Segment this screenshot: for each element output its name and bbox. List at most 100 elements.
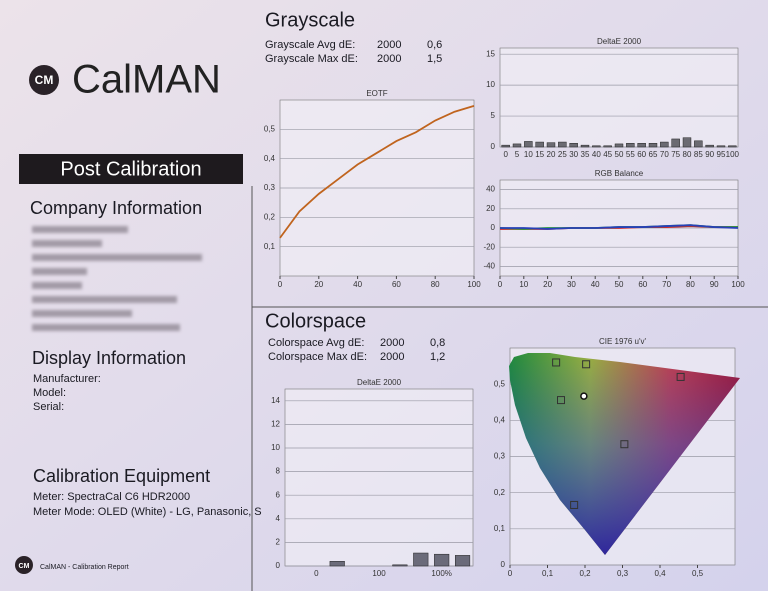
y-tick-label: 0,3 [264, 183, 276, 192]
equipment-line: Meter Mode: OLED (White) - LG, Panasonic… [33, 506, 262, 518]
table-cell: Grayscale Max dE: [265, 53, 358, 65]
x-tick-label: 0,3 [617, 569, 629, 578]
x-tick-label: 20 [314, 280, 323, 289]
x-tick-label: 100 [726, 150, 740, 159]
x-tick-label: 80 [431, 280, 440, 289]
x-tick-label: 0 [503, 150, 508, 159]
table-cell: Grayscale Avg dE: [265, 39, 355, 51]
heading: Calibration Equipment [33, 466, 210, 486]
section-title: Grayscale [265, 9, 355, 31]
measured-point [580, 392, 588, 400]
logo-badge [29, 65, 59, 95]
x-tick-label: 0 [498, 280, 503, 289]
x-tick-label: 70 [662, 280, 671, 289]
x-tick-label: 15 [535, 150, 544, 159]
y-tick-label: 15 [486, 49, 495, 58]
x-tick-label: 90 [710, 280, 719, 289]
bar [569, 143, 578, 148]
x-tick-label: 85 [694, 150, 703, 159]
bar [626, 143, 635, 148]
y-tick-label: -20 [483, 242, 495, 251]
bar [454, 555, 471, 567]
table-cell: 1,2 [430, 351, 445, 363]
x-tick-label: 0,5 [692, 569, 704, 578]
bar [392, 564, 408, 567]
cie-locus-shade [509, 353, 740, 555]
x-tick-label: 20 [543, 280, 552, 289]
target-point [620, 440, 629, 449]
x-tick-label: 40 [592, 150, 601, 159]
x-tick-label: 30 [569, 150, 578, 159]
y-tick-label: 0 [491, 142, 496, 151]
field: Serial: [33, 401, 64, 413]
x-tick-label: 100% [431, 569, 451, 578]
table-cell: Colorspace Avg dE: [268, 337, 364, 349]
y-tick-label: 0,4 [494, 415, 506, 424]
bar [413, 552, 429, 567]
chart-title: DeltaE 2000 [597, 37, 642, 46]
bar [682, 137, 692, 148]
x-tick-label: 65 [649, 150, 658, 159]
bar [501, 144, 510, 148]
table-cell: 1,5 [427, 53, 442, 65]
chart-title: RGB Balance [595, 169, 644, 178]
table-cell: 2000 [380, 337, 404, 349]
y-tick-label: 0 [501, 560, 506, 569]
bar [558, 141, 567, 148]
chart-title: DeltaE 2000 [357, 378, 402, 387]
y-tick-label: 0,1 [264, 242, 276, 251]
x-tick-label: 10 [519, 280, 528, 289]
x-tick-label: 100 [467, 280, 481, 289]
series-line [279, 105, 475, 239]
x-tick-label: 20 [547, 150, 556, 159]
x-tick-label: 0,1 [542, 569, 554, 578]
bar [660, 141, 669, 148]
y-tick-label: 0,4 [264, 154, 276, 163]
equipment-line: Meter: SpectraCal C6 HDR2000 [33, 491, 190, 503]
bar [637, 143, 646, 148]
x-tick-label: 70 [660, 150, 669, 159]
plot-area [499, 47, 739, 148]
bar [694, 140, 703, 148]
bar [614, 143, 624, 148]
target-point [557, 396, 565, 405]
y-tick-label: -40 [483, 262, 495, 271]
banner-bg [19, 154, 243, 184]
table-cell: Colorspace Max dE: [268, 351, 367, 363]
redacted-info [32, 226, 202, 331]
x-tick-label: 40 [591, 280, 600, 289]
y-tick-label: 2 [276, 538, 281, 547]
target-point [582, 360, 591, 369]
x-tick-label: 45 [603, 150, 612, 159]
y-tick-label: 8 [276, 467, 281, 476]
y-tick-label: 14 [271, 396, 280, 405]
x-tick-label: 55 [626, 150, 635, 159]
y-tick-label: 0,3 [494, 452, 506, 461]
table-cell: 2000 [377, 53, 401, 65]
x-tick-label: 80 [686, 280, 695, 289]
y-tick-label: 0 [276, 561, 281, 570]
y-tick-label: 10 [271, 443, 280, 452]
x-tick-label: 60 [392, 280, 401, 289]
x-tick-label: 0 [278, 280, 283, 289]
field: Manufacturer: [33, 373, 101, 385]
table-cell: 0,6 [427, 39, 442, 51]
x-tick-label: 0,4 [654, 569, 666, 578]
bar [546, 142, 556, 148]
heading: Company Information [30, 198, 202, 218]
x-tick-label: 75 [671, 150, 680, 159]
y-tick-label: 10 [486, 80, 495, 89]
section-title: Colorspace [265, 310, 366, 332]
y-tick-label: 0,5 [264, 124, 276, 133]
footer-logo-badge [15, 556, 33, 574]
x-tick-label: 35 [581, 150, 590, 159]
x-tick-label: 95 [717, 150, 726, 159]
brand: CalMAN [72, 58, 221, 102]
bar [434, 553, 450, 567]
bar [648, 143, 658, 148]
target-point [676, 372, 685, 381]
target-point [570, 500, 579, 509]
bar [705, 144, 714, 148]
bar [603, 145, 612, 148]
